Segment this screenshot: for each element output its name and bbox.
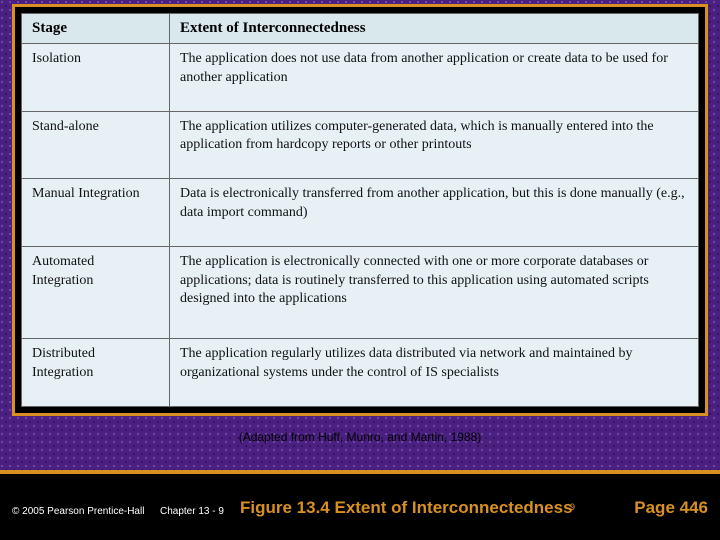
cell-stage: Distributed Integration bbox=[22, 339, 170, 407]
cell-extent: Data is electronically transferred from … bbox=[170, 179, 699, 247]
figure-title: Figure 13.4 Extent of Interconnectedness bbox=[240, 498, 573, 518]
header-stage: Stage bbox=[22, 14, 170, 44]
slide-number: 9 bbox=[570, 502, 575, 512]
cell-stage: Stand-alone bbox=[22, 111, 170, 179]
citation-text: (Adapted from Huff, Munro, and Martin, 1… bbox=[0, 430, 720, 444]
table-row: Manual Integration Data is electronicall… bbox=[22, 179, 699, 247]
cell-extent: The application is electronically connec… bbox=[170, 246, 699, 339]
divider-line bbox=[0, 470, 720, 474]
copyright-text: © 2005 Pearson Prentice-Hall bbox=[12, 506, 144, 517]
table-row: Automated Integration The application is… bbox=[22, 246, 699, 339]
cell-stage: Isolation bbox=[22, 44, 170, 112]
cell-extent: The application utilizes computer-genera… bbox=[170, 111, 699, 179]
header-extent: Extent of Interconnectedness bbox=[170, 14, 699, 44]
cell-extent: The application regularly utilizes data … bbox=[170, 339, 699, 407]
cell-extent: The application does not use data from a… bbox=[170, 44, 699, 112]
table-container: Stage Extent of Interconnectedness Isola… bbox=[12, 4, 708, 416]
table-row: Stand-alone The application utilizes com… bbox=[22, 111, 699, 179]
cell-stage: Manual Integration bbox=[22, 179, 170, 247]
table-row: Isolation The application does not use d… bbox=[22, 44, 699, 112]
table-row: Distributed Integration The application … bbox=[22, 339, 699, 407]
chapter-text: Chapter 13 - 9 bbox=[160, 506, 224, 517]
page-number: Page 446 bbox=[634, 498, 708, 518]
footer-bar: © 2005 Pearson Prentice-Hall Chapter 13 … bbox=[0, 470, 720, 540]
cell-stage: Automated Integration bbox=[22, 246, 170, 339]
interconnectedness-table: Stage Extent of Interconnectedness Isola… bbox=[21, 13, 699, 407]
